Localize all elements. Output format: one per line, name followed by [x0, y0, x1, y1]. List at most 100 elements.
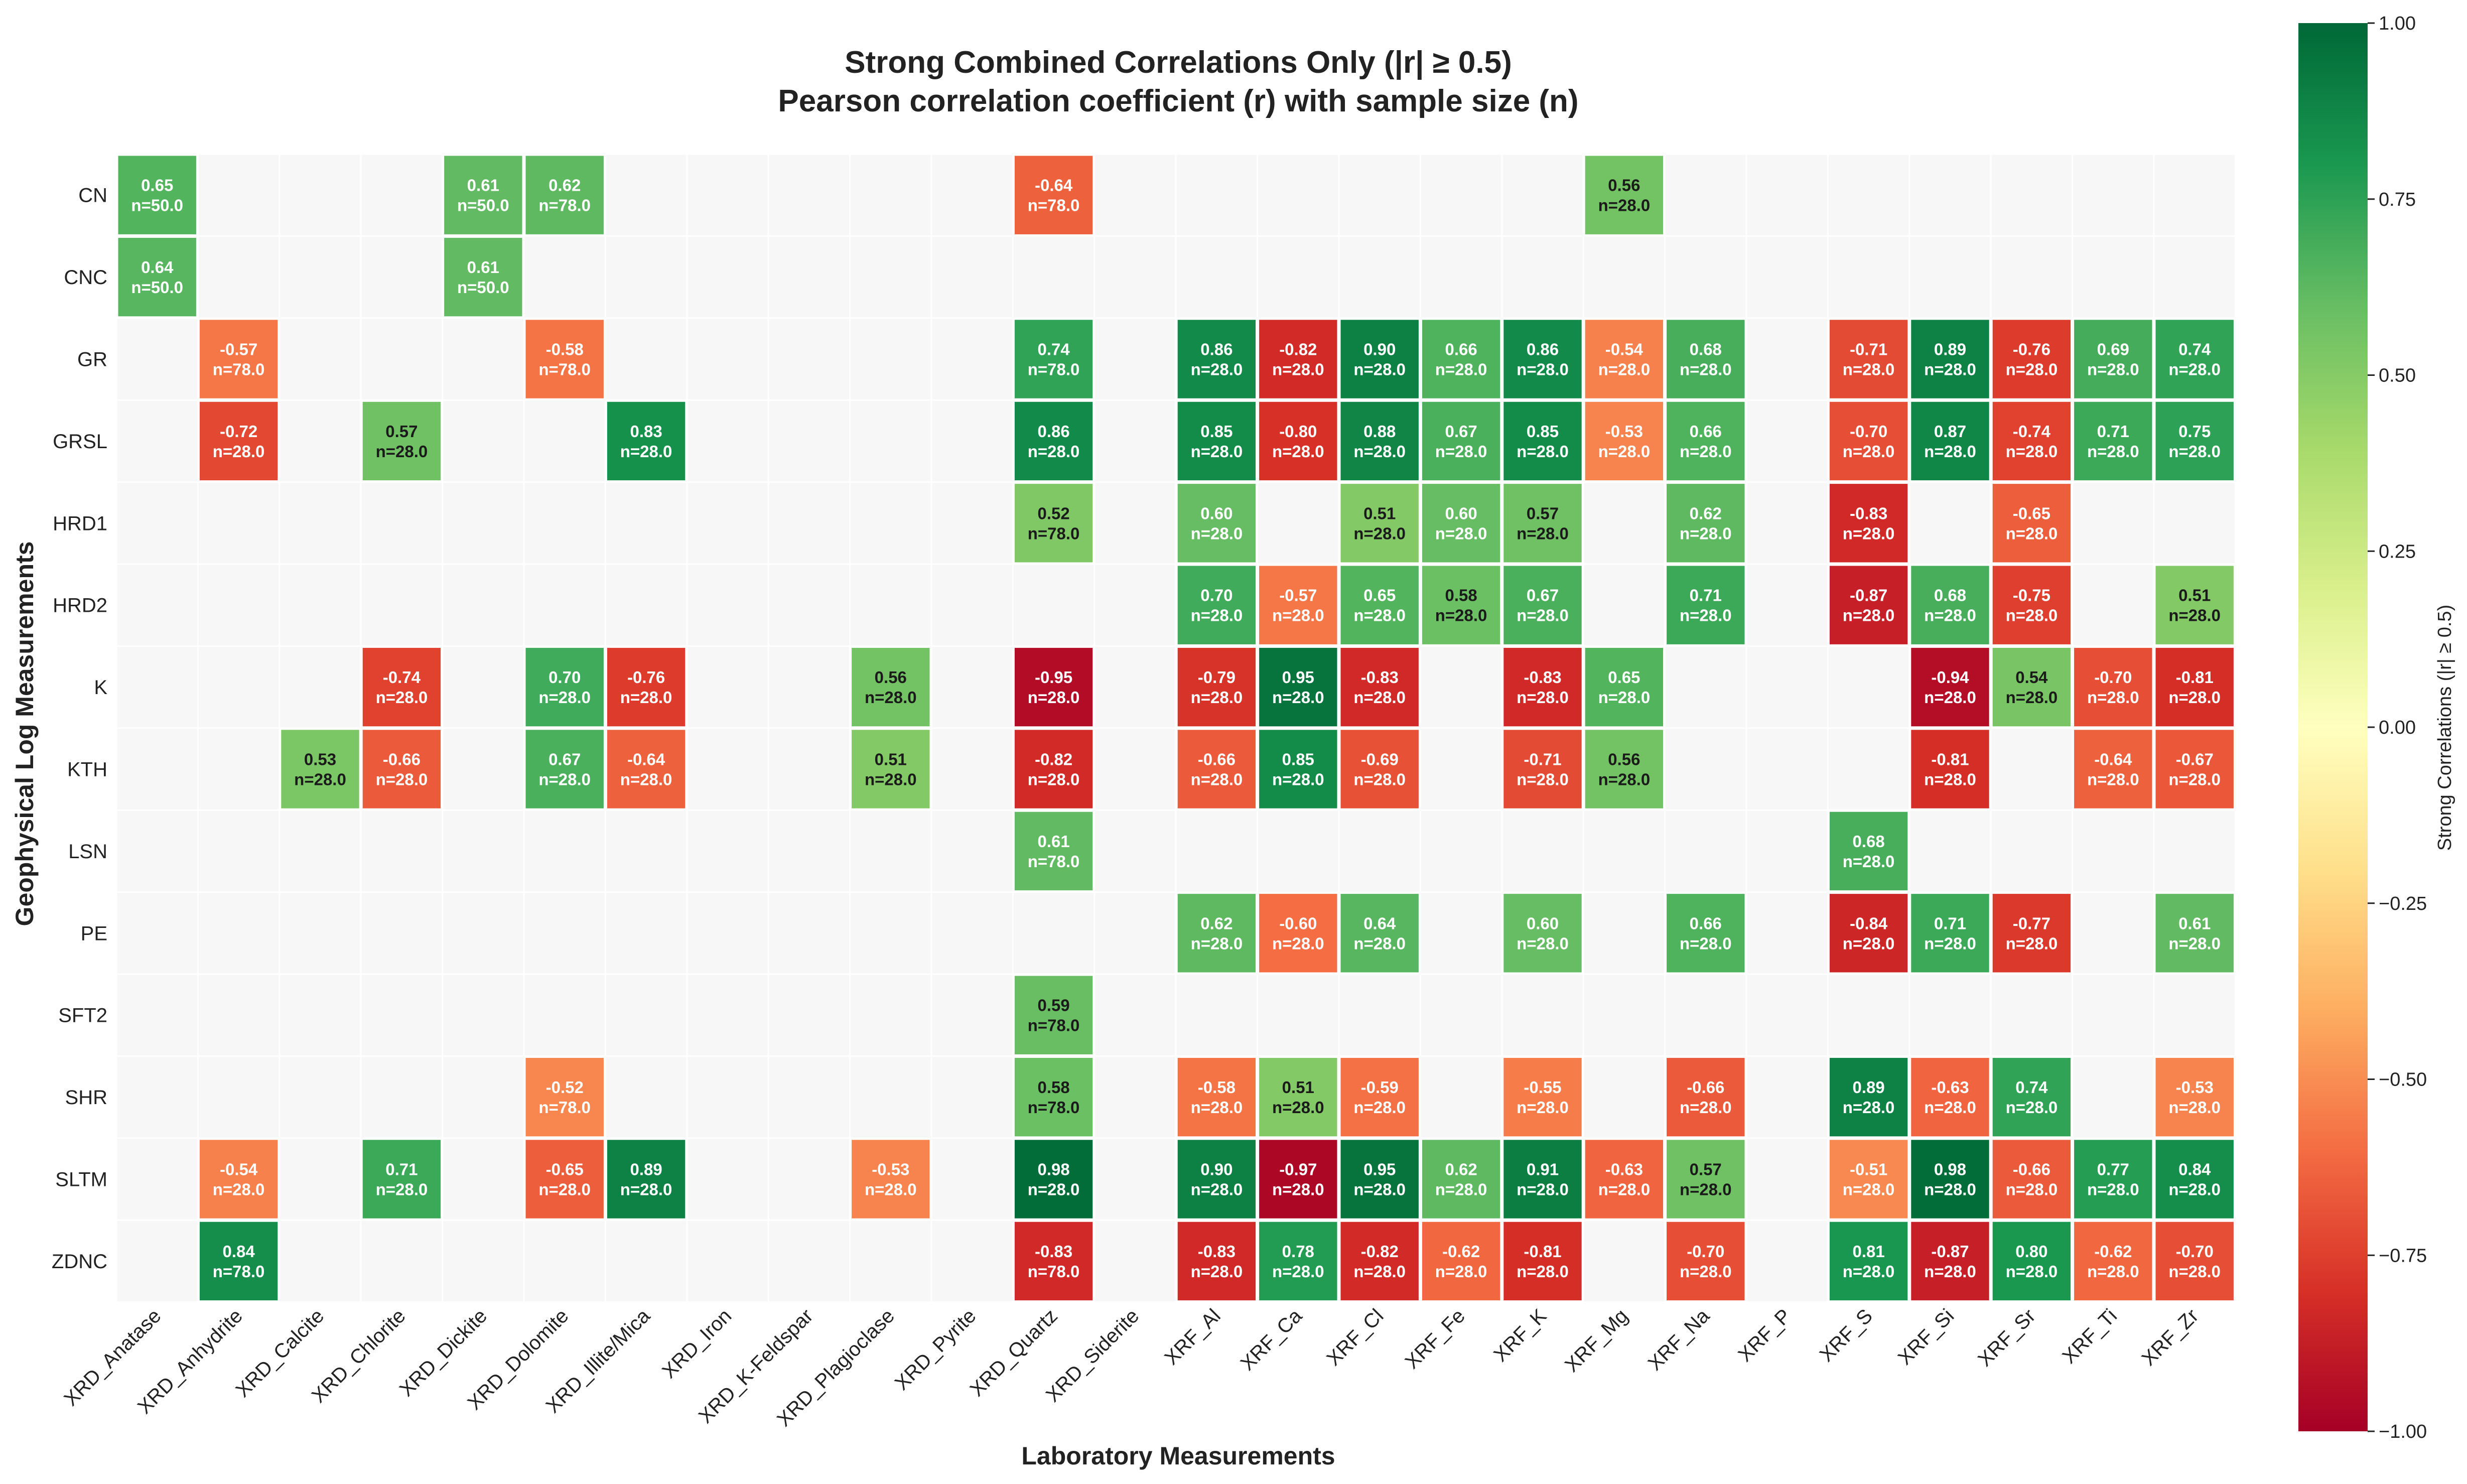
heatmap-cell-fill — [605, 645, 688, 729]
cell-n-label: n=28.0 — [1924, 1098, 1976, 1117]
cell-n-label: n=28.0 — [2006, 1098, 2058, 1117]
heatmap-cell-fill — [2153, 1220, 2236, 1303]
heatmap-cell: -0.51n=28.0 — [1827, 1138, 1910, 1221]
heatmap-cell: 0.62 n=28.0 — [1665, 482, 1747, 565]
heatmap-cell: -0.70n=28.0 — [1665, 1220, 1747, 1303]
cell-n-label: n=28.0 — [213, 442, 265, 461]
cell-r-label: 0.59 — [1037, 996, 1069, 1015]
cell-n-label: n=28.0 — [1435, 524, 1487, 543]
heatmap-cell: 0.90n=28.0 — [1338, 318, 1421, 400]
cell-n-label: n=28.0 — [1191, 934, 1243, 953]
heatmap-cell: -0.84 n=28.0 — [1827, 892, 1910, 975]
heatmap-cell-fill — [1501, 892, 1584, 975]
x-axis-label: Laboratory Measurements — [1021, 1442, 1335, 1470]
heatmap-cell-fill — [1175, 1220, 1258, 1303]
cell-r-label: 0.85 — [1282, 750, 1314, 769]
heatmap-cell: -0.52n=78.0 — [523, 1055, 606, 1139]
cell-n-label: n=28.0 — [1272, 360, 1324, 379]
cell-r-label: 0.51 — [2178, 586, 2211, 605]
heatmap-cell: 0.64n=50.0 — [116, 235, 198, 319]
heatmap-cell: -0.72n=28.0 — [197, 399, 280, 483]
cell-r-label: -0.95 — [1035, 668, 1072, 687]
heatmap-cell-fill — [1338, 1220, 1421, 1303]
heatmap-cell-fill — [1665, 892, 1747, 975]
y-tick-label: HRD1 — [53, 512, 107, 534]
cell-n-label: n=28.0 — [1843, 442, 1895, 461]
cell-r-label: 0.64 — [141, 258, 174, 277]
heatmap-cell-fill — [1257, 892, 1339, 975]
heatmap-cell: -0.83n=78.0 — [1012, 1220, 1095, 1303]
y-tick-label: SLTM — [55, 1169, 107, 1191]
cell-r-label: 0.71 — [1934, 914, 1966, 932]
heatmap-cell: 0.86n=28.0 — [1175, 318, 1258, 400]
heatmap-cell: 0.62n=78.0 — [523, 154, 606, 236]
heatmap-cell: 0.51 n=28.0 — [1338, 482, 1421, 565]
cell-r-label: 0.89 — [630, 1160, 662, 1179]
heatmap-cell-fill — [1175, 399, 1258, 483]
heatmap-cell: 0.84n=28.0 — [2153, 1138, 2236, 1221]
heatmap-cell-fill — [2153, 318, 2236, 400]
cell-r-label: -0.83 — [1035, 1242, 1072, 1261]
cell-r-label: -0.80 — [1279, 422, 1317, 441]
cell-r-label: -0.76 — [2013, 340, 2050, 359]
heatmap-cell: -0.58n=78.0 — [523, 318, 606, 400]
cell-n-label: n=28.0 — [1353, 1180, 1406, 1199]
heatmap-cell: -0.80n=28.0 — [1257, 399, 1339, 483]
heatmap-cell-fill — [1990, 318, 2073, 400]
y-tick-label: GRSL — [53, 431, 107, 453]
cell-n-label: n=28.0 — [213, 1180, 265, 1199]
cell-r-label: -0.87 — [1931, 1242, 1969, 1261]
cell-n-label: n=28.0 — [1272, 606, 1324, 625]
cell-n-label: n=28.0 — [1924, 688, 1976, 707]
heatmap-cell-fill — [2153, 1055, 2236, 1139]
heatmap-cell-fill — [850, 1138, 932, 1221]
heatmap-cell: -0.66n=28.0 — [1175, 728, 1258, 811]
cell-n-label: n=28.0 — [1028, 688, 1080, 707]
cell-r-label: -0.57 — [220, 340, 257, 359]
heatmap-cell: -0.62n=28.0 — [2072, 1220, 2154, 1303]
heatmap-cell: -0.57n=28.0 — [1257, 564, 1339, 646]
cell-n-label: n=28.0 — [1680, 524, 1732, 543]
cell-r-label: 0.95 — [1282, 668, 1314, 687]
cell-n-label: n=50.0 — [131, 278, 183, 297]
cell-n-label: n=28.0 — [2087, 360, 2139, 379]
heatmap-cell: 0.57 n=28.0 — [1501, 482, 1584, 565]
cell-r-label: 0.74 — [2178, 340, 2211, 359]
y-tick-label: CNC — [64, 266, 107, 289]
cell-r-label: -0.58 — [546, 340, 584, 359]
cell-r-label: 0.68 — [1934, 586, 1966, 605]
cell-n-label: n=28.0 — [2087, 688, 2139, 707]
heatmap-cell-fill — [1665, 482, 1747, 565]
heatmap-cell: 0.58n=78.0 — [1012, 1055, 1095, 1139]
cell-n-label: n=28.0 — [1191, 524, 1243, 543]
cell-r-label: -0.64 — [627, 750, 665, 769]
heatmap-cell: 0.65n=50.0 — [116, 154, 198, 236]
heatmap-cell-fill — [2153, 1138, 2236, 1221]
y-tick-label: CN — [78, 185, 107, 207]
heatmap-cell-fill — [1175, 1055, 1258, 1139]
cell-n-label: n=28.0 — [1924, 770, 1976, 789]
heatmap-cell: 0.95n=28.0 — [1338, 1138, 1421, 1221]
cell-n-label: n=28.0 — [1028, 1180, 1080, 1199]
cell-n-label: n=28.0 — [1598, 196, 1651, 215]
cell-r-label: -0.81 — [1931, 750, 1969, 769]
heatmap-cell-fill — [1990, 399, 2073, 483]
cell-n-label: n=78.0 — [538, 360, 591, 379]
cell-r-label: 0.68 — [1690, 340, 1722, 359]
cell-n-label: n=28.0 — [1028, 442, 1080, 461]
heatmap-cell: -0.64n=78.0 — [1012, 154, 1095, 236]
heatmap-cell: -0.55n=28.0 — [1501, 1055, 1584, 1139]
cell-r-label: -0.60 — [1279, 914, 1317, 932]
heatmap-cell-fill — [197, 399, 280, 483]
heatmap-cell: -0.70n=28.0 — [2072, 645, 2154, 729]
heatmap-cell: 0.58n=28.0 — [1420, 564, 1502, 646]
cell-n-label: n=28.0 — [1353, 442, 1406, 461]
heatmap-cell-fill — [197, 318, 280, 400]
heatmap-cell-fill — [1012, 318, 1095, 400]
colorbar-label: Strong Correlations (|r| ≥ 0.5) — [2434, 605, 2455, 851]
heatmap-cell-fill — [523, 318, 606, 400]
heatmap-cell: 0.66n=28.0 — [1420, 318, 1502, 400]
cell-r-label: -0.71 — [1850, 340, 1887, 359]
cell-r-label: -0.67 — [2176, 750, 2214, 769]
cell-n-label: n=28.0 — [1517, 1098, 1569, 1117]
